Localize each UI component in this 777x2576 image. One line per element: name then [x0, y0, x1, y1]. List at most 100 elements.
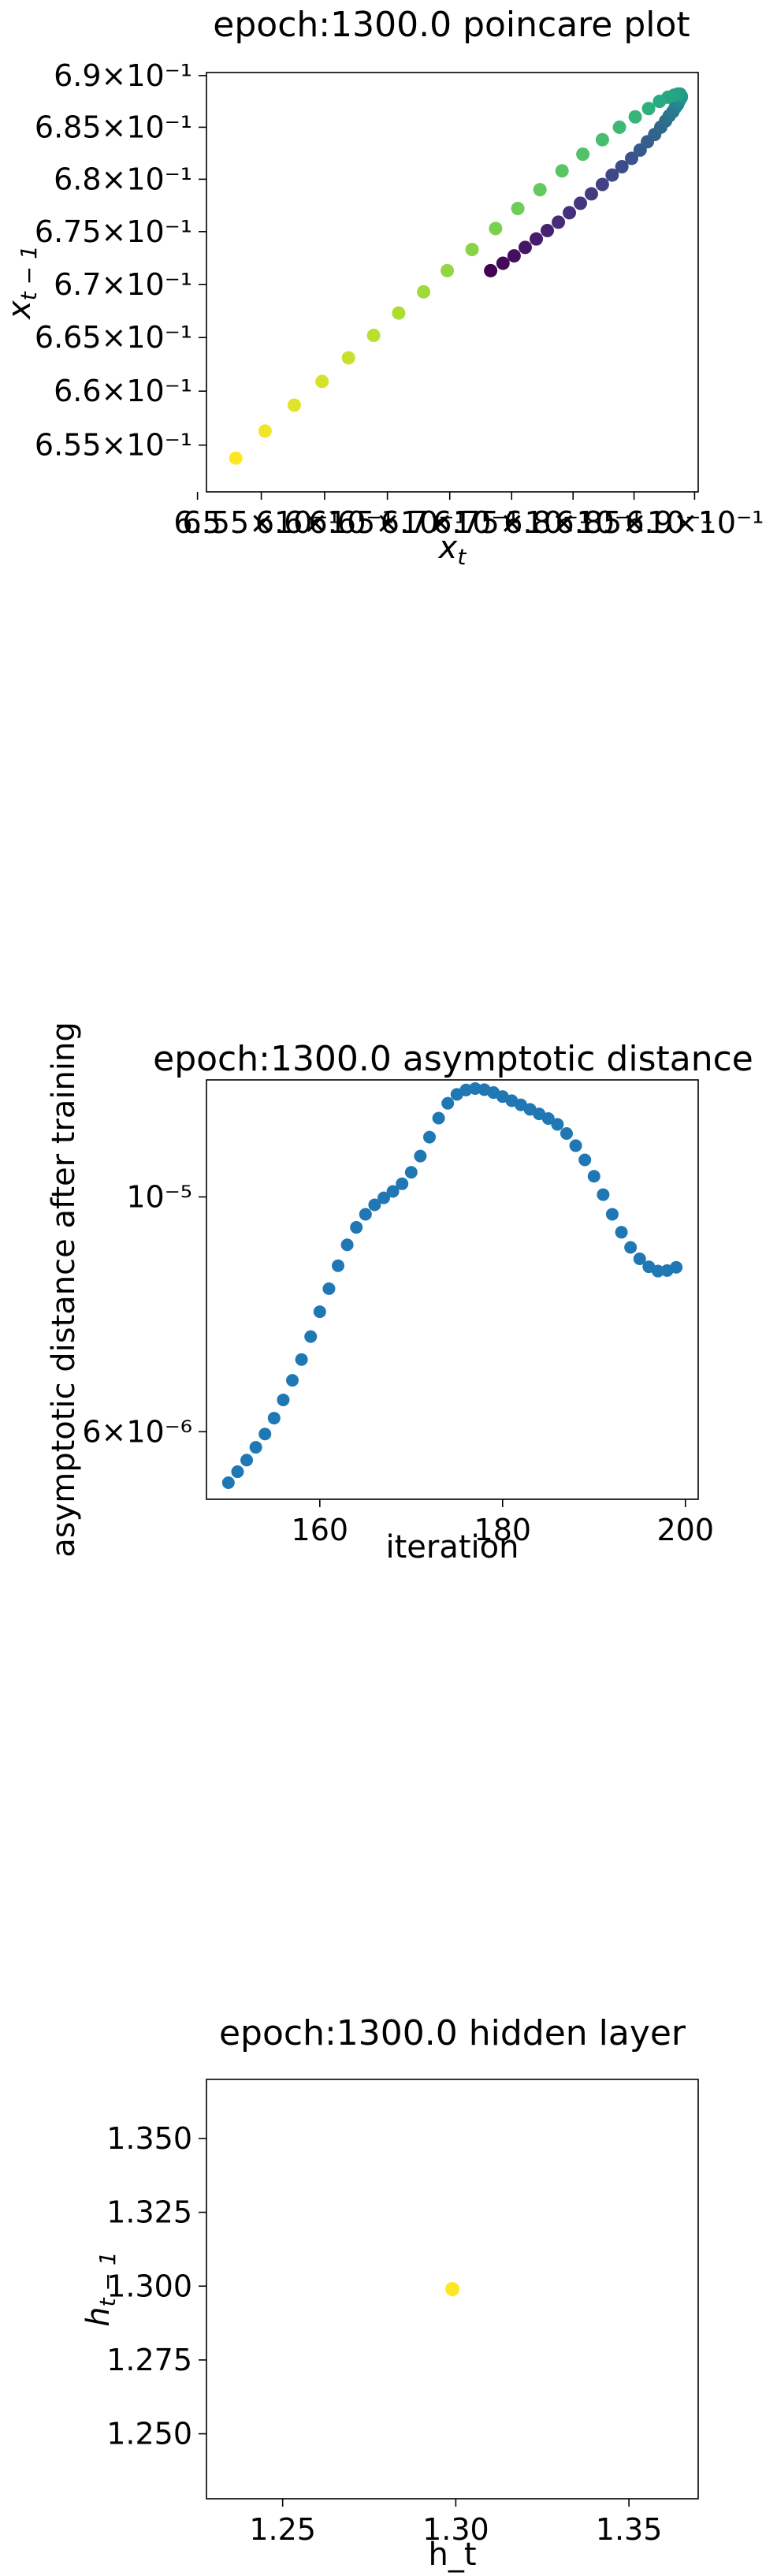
- poincare-point: [530, 232, 544, 246]
- poincare-y-ticks: 6.55×10⁻¹ 6.6×10⁻¹ 6.65×10⁻¹ 6.7×10⁻¹ 6.75×1…: [35, 58, 206, 463]
- asymptotic-point: [624, 1241, 638, 1254]
- asymptotic-axes-frame: [206, 1079, 699, 1500]
- poincare-title: epoch:1300.0 poincare plot: [213, 5, 690, 45]
- asymptotic-point: [340, 1238, 354, 1252]
- p1-x-tick-label: 6.5: [173, 505, 221, 540]
- asymptotic-point: [404, 1166, 418, 1179]
- p1-x-tick-label: 6.6×10⁻¹: [255, 505, 394, 540]
- poincare-point: [518, 240, 532, 255]
- asymptotic-point: [670, 1260, 683, 1274]
- asymptotic-point: [368, 1198, 381, 1212]
- asymptotic-point: [350, 1221, 363, 1234]
- poincare-point: [441, 263, 455, 277]
- p1-y-tick-label: 6.6×10⁻¹: [54, 374, 192, 408]
- asymptotic-point: [615, 1226, 628, 1239]
- poincare-point: [392, 306, 406, 320]
- asymptotic-point: [231, 1465, 244, 1479]
- asymptotic-x-label: iteration: [386, 1529, 519, 1565]
- hidden-y-label: ht − 1: [80, 2251, 121, 2326]
- p2-y-tick-label: 6×10⁻⁶: [82, 1414, 192, 1449]
- asymptotic-point: [304, 1330, 318, 1343]
- p1-y-tick-label: 6.7×10⁻¹: [54, 267, 192, 302]
- p1-y-tick-label: 6.9×10⁻¹: [54, 58, 192, 93]
- p1-y-tick-label: 6.65×10⁻¹: [35, 320, 192, 355]
- poincare-point: [229, 451, 243, 465]
- p3-y-tick-label: 1.300: [106, 2269, 192, 2303]
- asymptotic-title: epoch:1300.0 asymptotic distance: [153, 1039, 753, 1079]
- poincare-point: [552, 215, 566, 229]
- poincare-point: [576, 147, 590, 162]
- poincare-axes-frame: [206, 72, 699, 493]
- asymptotic-point: [267, 1412, 281, 1425]
- poincare-point: [612, 120, 626, 134]
- poincare-point: [315, 374, 329, 389]
- asymptotic-point: [560, 1126, 573, 1140]
- p1-y-tick-label: 6.85×10⁻¹: [35, 110, 192, 144]
- hidden-x-label: h_t: [428, 2537, 476, 2573]
- poincare-point: [465, 243, 479, 257]
- poincare-point: [595, 132, 609, 147]
- hidden-y-ticks: 1.250 1.275 1.300 1.325 1.350: [106, 2121, 206, 2451]
- p1-x-tick-label: 6.55×10⁻¹: [183, 505, 340, 540]
- asymptotic-x-ticks: 160 180 200: [292, 1499, 714, 1547]
- p3-y-tick-label: 1.250: [106, 2417, 192, 2451]
- asymptotic-point: [578, 1153, 592, 1167]
- asymptotic-point: [221, 1476, 235, 1489]
- p2-x-tick-label: 200: [656, 1513, 714, 1547]
- p3-y-tick-label: 1.275: [106, 2343, 192, 2377]
- poincare-points: [229, 87, 689, 465]
- p2-x-tick-label: 160: [292, 1513, 349, 1547]
- hidden-point: [445, 2282, 459, 2296]
- poincare-point: [341, 351, 355, 365]
- poincare-point: [484, 263, 498, 277]
- poincare-point: [641, 102, 656, 116]
- poincare-point: [584, 187, 598, 201]
- p1-x-tick-label: 6.65×10⁻¹: [309, 505, 467, 540]
- asymptotic-point: [423, 1130, 437, 1144]
- asymptotic-point: [277, 1393, 290, 1406]
- p2-x-tick-label: 180: [474, 1513, 532, 1547]
- asymptotic-point: [286, 1374, 299, 1387]
- asymptotic-point: [332, 1259, 345, 1272]
- poincare-point: [511, 202, 525, 216]
- p1-x-tick-label: 6.7×10⁻¹: [381, 505, 519, 540]
- poincare-point: [507, 249, 521, 263]
- asymptotic-point: [258, 1428, 272, 1441]
- asymptotic-point: [322, 1282, 336, 1295]
- hidden-axes-frame: [206, 2079, 699, 2500]
- poincare-point: [258, 424, 272, 438]
- p1-y-tick-label: 6.75×10⁻¹: [35, 214, 192, 249]
- p1-y-tick-label: 6.8×10⁻¹: [54, 162, 192, 196]
- poincare-point: [489, 221, 503, 236]
- asymptotic-point: [396, 1177, 409, 1190]
- asymptotic-y-label: asymptotic distance after training: [46, 1022, 82, 1558]
- poincare-point: [417, 285, 431, 299]
- p1-x-tick-label: 6.8×10⁻¹: [504, 505, 642, 540]
- asymptotic-point: [569, 1139, 582, 1152]
- asymptotic-point: [386, 1185, 400, 1198]
- asymptotic-point: [295, 1353, 308, 1366]
- asymptotic-point: [633, 1252, 646, 1265]
- poincare-point: [496, 256, 510, 270]
- asymptotic-point: [605, 1208, 619, 1221]
- poincare-point: [555, 164, 569, 178]
- asymptotic-point: [377, 1191, 391, 1204]
- asymptotic-point: [240, 1454, 254, 1467]
- poincare-point: [628, 110, 642, 124]
- poincare-point: [574, 196, 588, 210]
- poincare-point: [595, 177, 609, 192]
- asymptotic-point: [249, 1441, 262, 1454]
- asymptotic-point: [651, 1264, 664, 1278]
- poincare-y-label: xt − 1: [2, 245, 42, 321]
- poincare-point: [287, 398, 301, 412]
- hidden-x-ticks: 1.25 1.30 1.35: [249, 2499, 662, 2547]
- p1-x-tick-label: 6.75×10⁻¹: [433, 505, 590, 540]
- p3-y-tick-label: 1.325: [106, 2195, 192, 2230]
- p2-y-tick-label: 10⁻⁵: [126, 1179, 192, 1214]
- poincare-point: [533, 183, 547, 197]
- p1-x-tick-label: 6.9×10⁻¹: [625, 505, 764, 540]
- asymptotic-point: [541, 1112, 555, 1126]
- asymptotic-point: [551, 1118, 564, 1131]
- p1-y-tick-label: 6.55×10⁻¹: [35, 428, 192, 463]
